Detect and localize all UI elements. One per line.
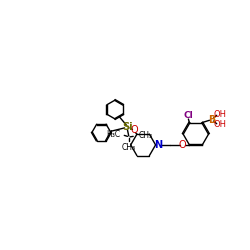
- Text: N: N: [154, 140, 162, 150]
- Text: H₃C: H₃C: [106, 130, 120, 140]
- Text: O: O: [178, 140, 186, 150]
- Text: OH: OH: [213, 120, 226, 130]
- Text: CH₃: CH₃: [122, 143, 136, 152]
- Text: Si: Si: [122, 122, 133, 132]
- Text: B: B: [208, 114, 216, 124]
- Text: Cl: Cl: [183, 111, 193, 120]
- Text: CH₃: CH₃: [138, 131, 152, 140]
- Text: O: O: [131, 126, 138, 136]
- Text: OH: OH: [213, 110, 226, 118]
